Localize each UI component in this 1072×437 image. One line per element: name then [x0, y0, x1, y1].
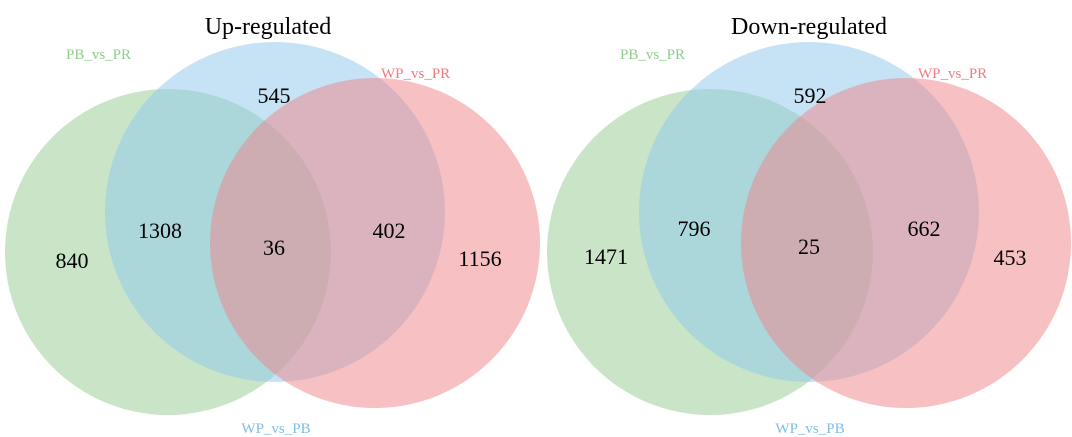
green-set-label: PB_vs_PR: [620, 47, 685, 63]
red-set-circle: [741, 78, 1071, 408]
count-blue-only: 592: [794, 83, 827, 108]
diagram-title: Down-regulated: [731, 14, 887, 40]
red-set-label: WP_vs_PR: [918, 66, 987, 82]
count-green-only: 840: [56, 248, 89, 273]
count-blue-only: 545: [258, 83, 291, 108]
venn-diagram-down-regulated: Down-regulated PB_vs_PR WP_vs_PB WP_vs_P…: [547, 14, 1071, 437]
red-set-label: WP_vs_PR: [381, 66, 450, 82]
blue-set-label: WP_vs_PB: [241, 421, 310, 437]
count-blue-red: 402: [373, 218, 406, 243]
count-red-only: 1156: [458, 246, 501, 271]
count-green-only: 1471: [584, 244, 628, 269]
count-green-blue: 1308: [138, 218, 182, 243]
count-blue-red: 662: [908, 216, 941, 241]
diagram-title: Up-regulated: [205, 14, 332, 40]
venn-diagram-up-regulated: Up-regulated PB_vs_PR WP_vs_PB WP_vs_PR …: [5, 14, 540, 437]
count-all-three: 25: [798, 234, 820, 259]
count-all-three: 36: [263, 235, 285, 260]
green-set-label: PB_vs_PR: [66, 47, 131, 63]
red-set-circle: [210, 78, 540, 408]
count-red-only: 453: [994, 245, 1027, 270]
count-green-blue: 796: [678, 216, 711, 241]
blue-set-label: WP_vs_PB: [775, 421, 844, 437]
